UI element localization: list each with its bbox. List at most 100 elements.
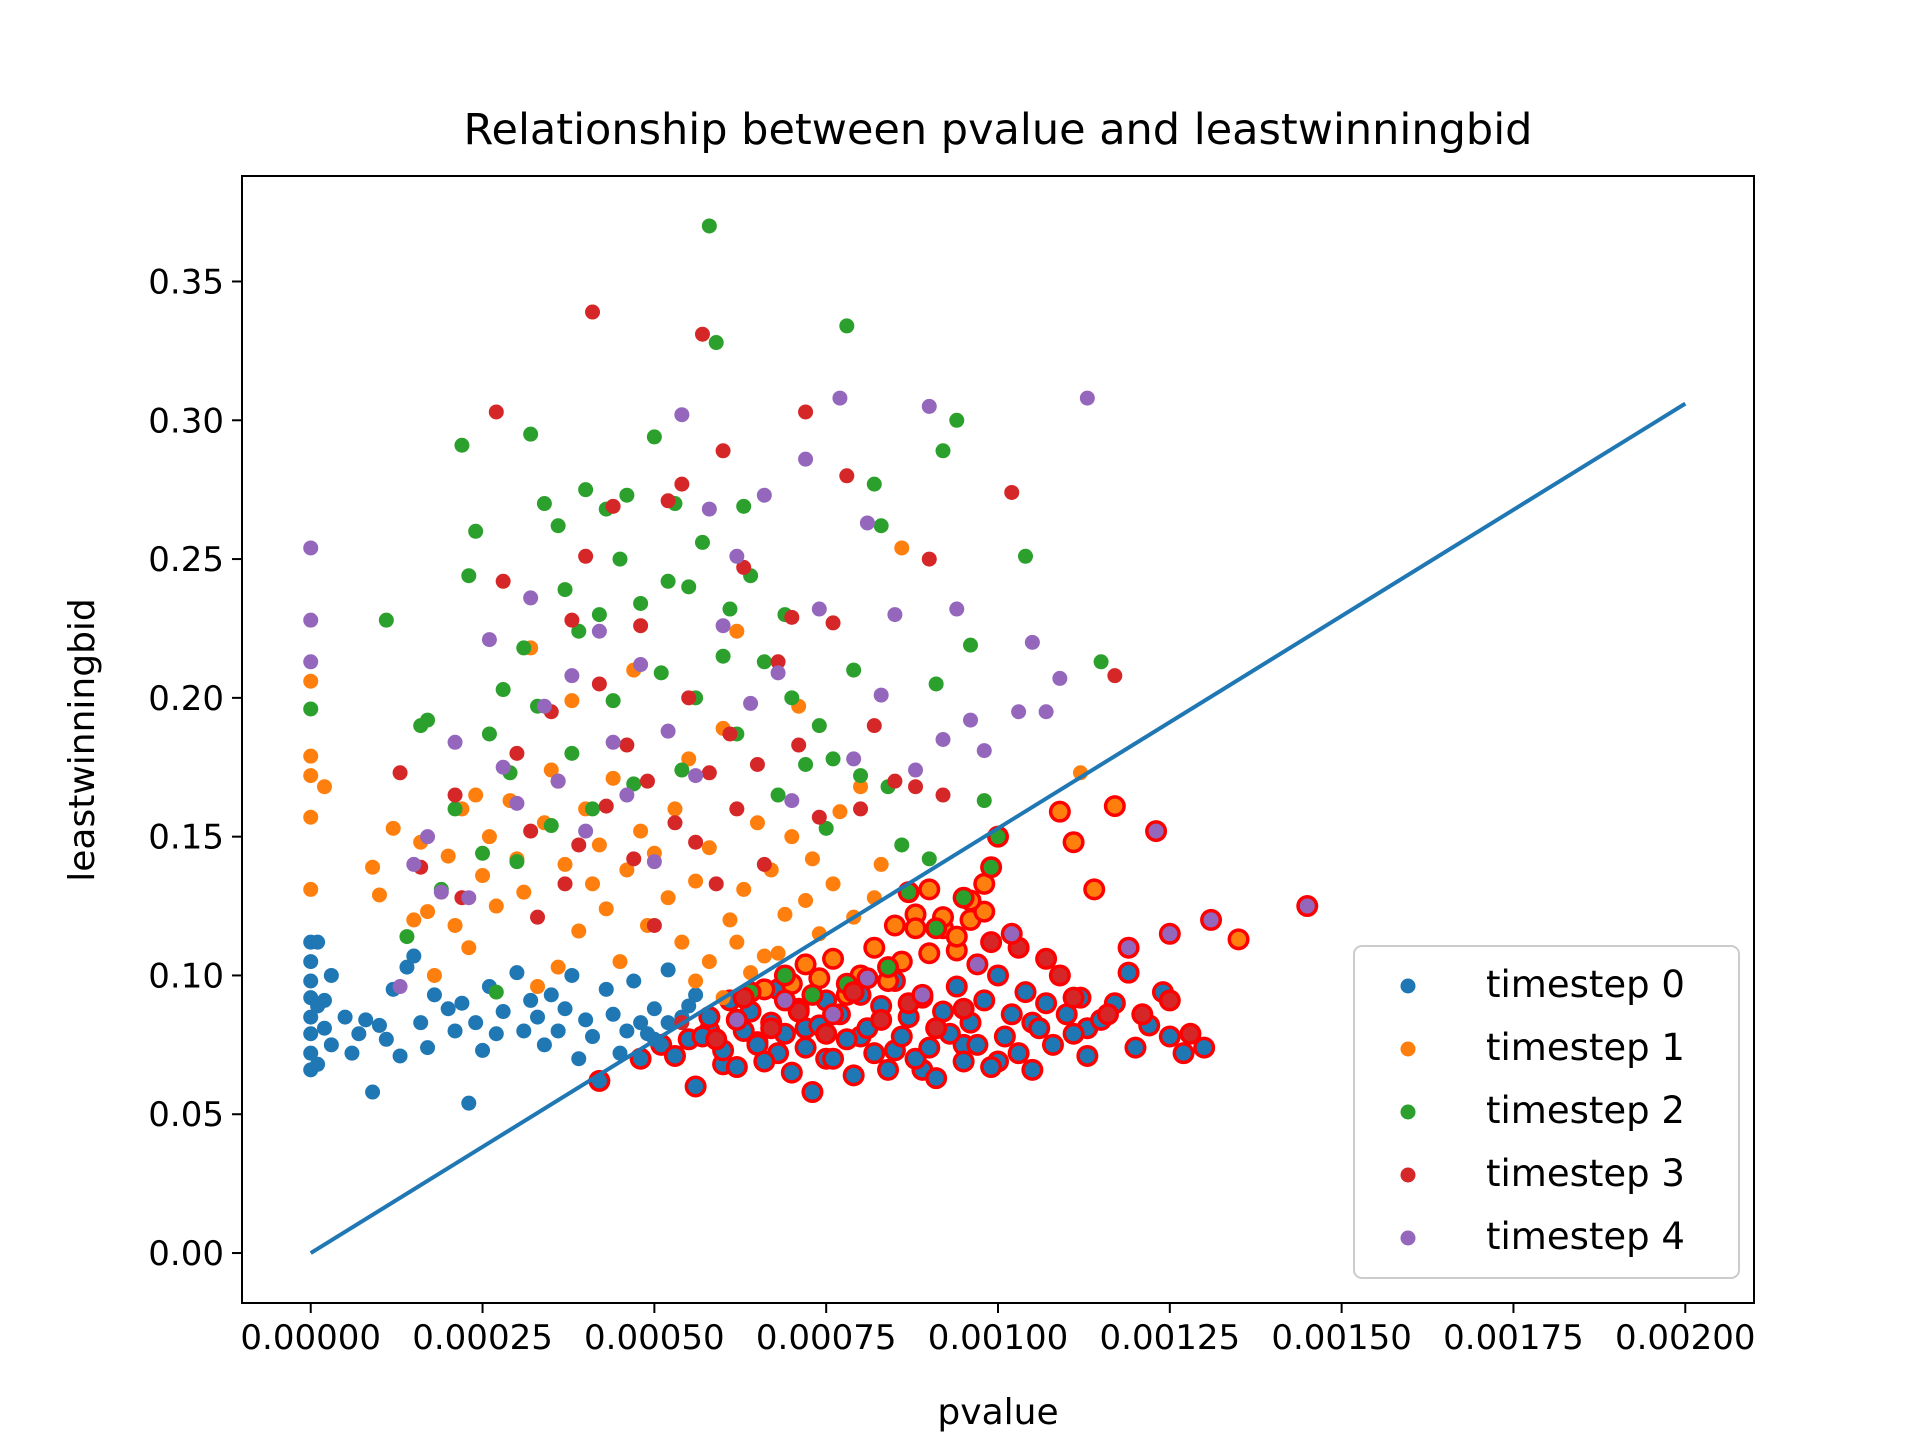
data-point [303, 1026, 319, 1042]
data-point [303, 881, 319, 897]
data-point [475, 868, 491, 884]
data-point [681, 751, 697, 767]
y-tick-label: 0.10 [148, 956, 224, 996]
data-point [660, 1015, 676, 1031]
data-point [770, 945, 786, 961]
data-point [1004, 1006, 1020, 1022]
data-point [536, 496, 552, 512]
data-point [426, 967, 442, 983]
data-point [646, 429, 662, 445]
data-point [303, 748, 319, 764]
data-point [825, 751, 841, 767]
data-point [846, 662, 862, 678]
data-point [626, 776, 642, 792]
data-point [1017, 548, 1033, 564]
data-point [303, 673, 319, 689]
data-point [557, 876, 573, 892]
points-layer [303, 218, 1319, 1111]
data-point [921, 851, 937, 867]
data-point [688, 768, 704, 784]
data-point [303, 809, 319, 825]
data-point [804, 987, 820, 1003]
data-point [564, 668, 580, 684]
data-point [653, 665, 669, 681]
data-point [461, 890, 477, 906]
data-point [832, 804, 848, 820]
data-point [310, 1056, 326, 1072]
data-point [818, 1026, 834, 1042]
data-point [908, 920, 924, 936]
data-point [743, 965, 759, 981]
data-point [873, 518, 889, 534]
data-point [756, 654, 772, 670]
data-point [688, 987, 704, 1003]
data-point [798, 893, 814, 908]
data-point [371, 887, 387, 903]
data-point [784, 829, 800, 845]
data-point [701, 840, 717, 856]
x-tick-label: 0.00100 [928, 1318, 1069, 1358]
data-point [736, 498, 752, 514]
data-point [873, 1012, 889, 1028]
data-point [1059, 1006, 1075, 1022]
data-point [612, 954, 628, 970]
data-point [598, 981, 614, 997]
data-point [591, 837, 607, 853]
data-point [722, 601, 738, 617]
data-point [461, 940, 477, 956]
data-point [516, 884, 532, 900]
data-point [1066, 834, 1082, 850]
data-point [688, 873, 704, 889]
data-point [488, 898, 504, 914]
x-tick-label: 0.00125 [1100, 1318, 1241, 1358]
data-point [433, 884, 449, 900]
data-point [1052, 804, 1068, 820]
data-point [454, 437, 470, 453]
data-point [811, 718, 827, 734]
data-point [756, 856, 772, 872]
data-point [1031, 1020, 1047, 1036]
data-point [591, 676, 607, 692]
legend-label: timestep 3 [1486, 1152, 1685, 1195]
data-point [481, 632, 497, 648]
data-point [447, 917, 463, 933]
data-point [509, 854, 525, 870]
data-point [1231, 931, 1247, 947]
data-point [928, 920, 944, 936]
data-point [983, 934, 999, 950]
reference-line [309, 401, 1687, 1255]
data-point [495, 682, 511, 698]
data-point [303, 612, 319, 628]
data-point [811, 601, 827, 617]
data-point [310, 934, 326, 950]
data-point [406, 912, 422, 928]
data-point [1017, 984, 1033, 1000]
data-point [839, 468, 855, 484]
data-point [949, 979, 965, 995]
data-point [969, 1037, 985, 1053]
legend-box [1353, 945, 1740, 1279]
data-point [316, 779, 332, 795]
data-point [420, 829, 436, 845]
data-point [426, 987, 442, 1003]
data-point [550, 773, 566, 789]
y-axis-label: leastwinningbid [62, 598, 103, 882]
legend-marker [1400, 1230, 1416, 1246]
data-point [447, 787, 463, 803]
data-point [976, 793, 992, 809]
data-point [626, 973, 642, 989]
data-point [303, 1009, 319, 1025]
x-tick-label: 0.00075 [756, 1318, 897, 1358]
data-point [784, 690, 800, 706]
data-point [859, 970, 875, 986]
data-point [605, 734, 621, 750]
data-point [585, 304, 601, 320]
y-tick-label: 0.15 [148, 818, 224, 858]
data-point [736, 881, 752, 897]
data-point [976, 876, 992, 892]
data-point [956, 890, 972, 906]
data-point [983, 859, 999, 875]
data-point [811, 809, 827, 825]
data-point [715, 618, 731, 634]
